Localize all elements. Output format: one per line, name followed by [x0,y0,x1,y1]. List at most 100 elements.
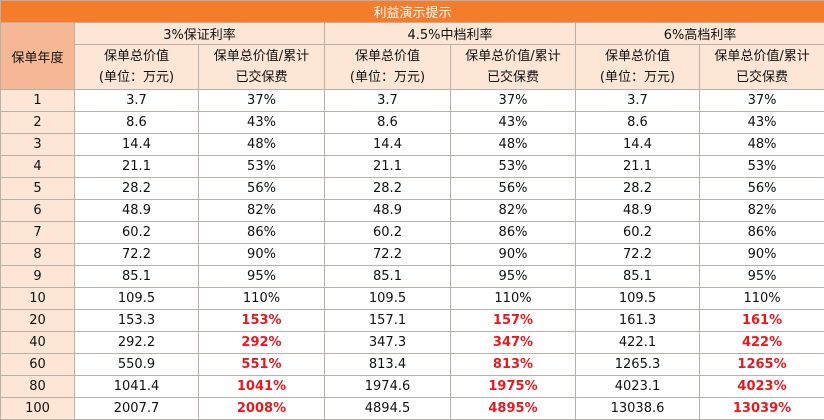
ratio-medium-cell: 56% [451,178,576,200]
value-guaranteed-cell: 60.2 [75,222,199,244]
policy-year-cell: 80 [1,376,75,398]
ratio-medium-cell: 95% [451,266,576,288]
policy-year-cell: 4 [1,156,75,178]
ratio-guaranteed-cell: 292% [199,332,325,354]
value-guaranteed-cell: 550.9 [75,354,199,376]
ratio-guaranteed-cell: 90% [199,244,325,266]
ratio-medium-cell: 43% [451,112,576,134]
value-guaranteed-cell: 109.5 [75,288,199,310]
ratio-guaranteed-cell: 53% [199,156,325,178]
ratio-high-cell: 110% [700,288,824,310]
table-title: 利益演示提示 [1,1,824,23]
ratio-high-cell: 422% [700,332,824,354]
value-high-cell: 13038.6 [576,398,700,420]
ratio-high-cell: 13039% [700,398,824,420]
value-header-line1: 保单总价值 [605,49,670,64]
ratio-medium-cell: 48% [451,134,576,156]
ratio-high-cell: 86% [700,222,824,244]
policy-year-cell: 7 [1,222,75,244]
policy-year-cell: 9 [1,266,75,288]
value-high-cell: 4023.1 [576,376,700,398]
value-guaranteed-cell: 3.7 [75,90,199,112]
ratio-medium-cell: 1975% [451,376,576,398]
ratio-medium-cell: 82% [451,200,576,222]
value-header-line1: 保单总价值 [104,49,169,64]
ratio-high-cell: 48% [700,134,824,156]
policy-year-header: 保单年度 [1,23,75,90]
ratio-high-cell: 90% [700,244,824,266]
value-header-line2: (单位：万元) [350,70,425,85]
policy-year-cell: 100 [1,398,75,420]
policy-year-cell: 6 [1,200,75,222]
value-medium-cell: 60.2 [325,222,451,244]
ratio-medium-cell: 4895% [451,398,576,420]
value-guaranteed-cell: 28.2 [75,178,199,200]
value-medium-cell: 3.7 [325,90,451,112]
value-header-line2: (单位：万元) [99,70,174,85]
value-high-cell: 21.1 [576,156,700,178]
value-high-cell: 1265.3 [576,354,700,376]
value-header-line2: (单位：万元) [600,70,675,85]
value-guaranteed-cell: 48.9 [75,200,199,222]
ratio-medium-cell: 53% [451,156,576,178]
scenario-header-high: 6%高档利率 [576,23,824,45]
ratio-high-cell: 82% [700,200,824,222]
value-medium-cell: 28.2 [325,178,451,200]
value-medium-cell: 157.1 [325,310,451,332]
ratio-header-line1: 保单总价值/累计 [465,49,560,64]
value-high-cell: 48.9 [576,200,700,222]
value-medium-cell: 1974.6 [325,376,451,398]
value-header-high: 保单总价值 (单位：万元) [576,45,700,90]
value-guaranteed-cell: 8.6 [75,112,199,134]
ratio-guaranteed-cell: 551% [199,354,325,376]
policy-year-cell: 2 [1,112,75,134]
value-high-cell: 161.3 [576,310,700,332]
value-medium-cell: 48.9 [325,200,451,222]
ratio-high-cell: 4023% [700,376,824,398]
ratio-medium-cell: 813% [451,354,576,376]
scenario-header-guaranteed: 3%保证利率 [75,23,325,45]
value-guaranteed-cell: 153.3 [75,310,199,332]
value-high-cell: 72.2 [576,244,700,266]
ratio-medium-cell: 157% [451,310,576,332]
ratio-guaranteed-cell: 56% [199,178,325,200]
ratio-header-guaranteed: 保单总价值/累计已交保费 [199,45,325,90]
policy-year-cell: 20 [1,310,75,332]
value-guaranteed-cell: 2007.7 [75,398,199,420]
ratio-guaranteed-cell: 2008% [199,398,325,420]
ratio-guaranteed-cell: 95% [199,266,325,288]
ratio-header-medium: 保单总价值/累计已交保费 [451,45,576,90]
policy-year-cell: 40 [1,332,75,354]
ratio-guaranteed-cell: 110% [199,288,325,310]
ratio-medium-cell: 37% [451,90,576,112]
ratio-header-line2: 已交保费 [235,70,287,85]
value-guaranteed-cell: 72.2 [75,244,199,266]
ratio-header-line2: 已交保费 [487,70,539,85]
ratio-high-cell: 161% [700,310,824,332]
ratio-guaranteed-cell: 86% [199,222,325,244]
ratio-guaranteed-cell: 48% [199,134,325,156]
value-high-cell: 28.2 [576,178,700,200]
value-header-guaranteed: 保单总价值 (单位：万元) [75,45,199,90]
value-medium-cell: 813.4 [325,354,451,376]
value-medium-cell: 14.4 [325,134,451,156]
value-guaranteed-cell: 292.2 [75,332,199,354]
ratio-medium-cell: 347% [451,332,576,354]
value-guaranteed-cell: 1041.4 [75,376,199,398]
ratio-medium-cell: 86% [451,222,576,244]
value-high-cell: 109.5 [576,288,700,310]
ratio-guaranteed-cell: 43% [199,112,325,134]
ratio-header-line1: 保单总价值/累计 [714,49,809,64]
